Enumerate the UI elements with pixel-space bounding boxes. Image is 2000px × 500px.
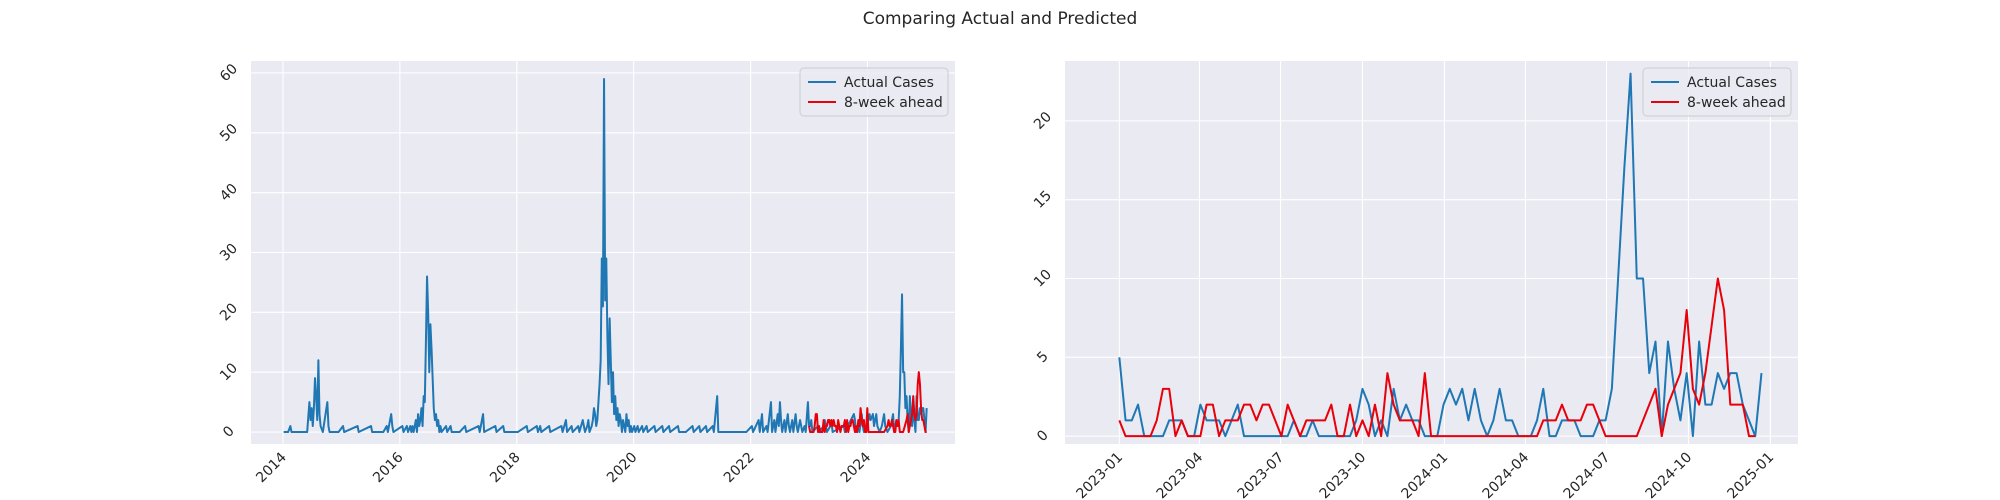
series-line-8-week-ahead xyxy=(1118,277,1756,438)
legend: Actual Cases 8-week ahead xyxy=(799,67,949,117)
legend-label: 8-week ahead xyxy=(844,95,943,111)
legend-box xyxy=(1642,67,1792,117)
series-line-actual-cases xyxy=(1118,72,1763,438)
legend-label: Actual Cases xyxy=(844,75,934,91)
legend: Actual Cases 8-week ahead xyxy=(1642,67,1792,117)
figure-suptitle: Comparing Actual and Predicted xyxy=(863,9,1138,29)
legend-box xyxy=(799,67,949,117)
series-line-8-week-ahead xyxy=(808,371,927,434)
legend-label: Actual Cases xyxy=(1687,75,1777,91)
plot-area xyxy=(1065,61,1798,444)
legend-label: 8-week ahead xyxy=(1687,95,1786,111)
